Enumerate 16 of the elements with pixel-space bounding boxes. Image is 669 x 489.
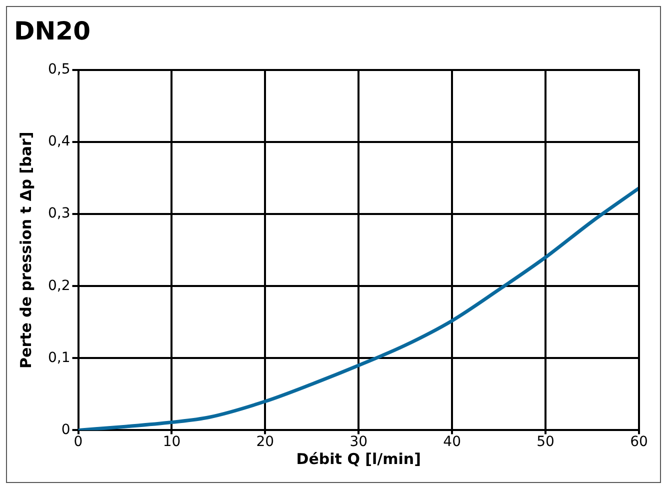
x-tick-label: 0	[74, 434, 83, 450]
x-tick-label: 40	[443, 434, 461, 450]
y-tick-label: 0,2	[48, 278, 70, 294]
x-tick-label: 20	[256, 434, 274, 450]
y-tick-label: 0,5	[48, 62, 70, 78]
x-tick-label: 50	[536, 434, 554, 450]
y-tick-label: 0	[61, 422, 70, 438]
y-axis-title: Perte de pression t Δp [bar]	[16, 132, 35, 368]
x-tick-label: 30	[350, 434, 368, 450]
chart-title: DN20	[14, 16, 90, 46]
y-tick-label: 0,4	[48, 134, 70, 150]
x-axis-title: Débit Q [l/min]	[296, 450, 421, 468]
y-tick-label: 0,1	[48, 350, 70, 366]
x-tick-label: 10	[162, 434, 181, 450]
y-tick-label: 0,3	[48, 206, 70, 222]
x-tick-label: 60	[630, 434, 648, 450]
